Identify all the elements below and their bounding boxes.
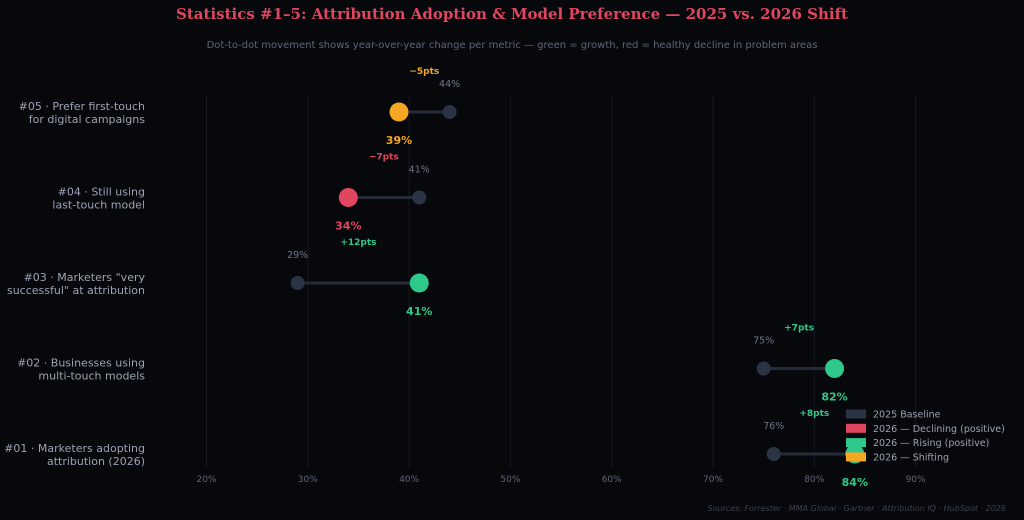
value-label-2026: 84% (842, 476, 868, 489)
category-label-line2: multi-touch models (38, 370, 145, 383)
point-2025 (766, 447, 781, 461)
x-tick-label: 60% (602, 475, 622, 485)
value-label-2025: 41% (409, 165, 430, 176)
delta-label: +12pts (340, 238, 376, 248)
x-tick-label: 40% (399, 475, 419, 485)
category-label-line1: #05 · Prefer first-touch (19, 100, 145, 113)
legend-swatch (846, 452, 866, 462)
chart-title: Statistics #1–5: Attribution Adoption & … (176, 5, 848, 23)
point-2025 (412, 190, 427, 205)
value-label-2026: 82% (821, 391, 847, 404)
x-tick-label: 30% (298, 475, 318, 485)
delta-label: +7pts (784, 324, 814, 334)
source-note: Sources: Forrester · MMA Global · Gartne… (707, 504, 1006, 513)
legend-swatch (846, 409, 866, 419)
x-tick-label: 20% (196, 475, 216, 485)
point-2025 (756, 361, 771, 376)
point-2025 (290, 276, 305, 290)
legend-label: 2026 — Declining (positive) (873, 424, 1005, 435)
point-2026 (825, 359, 845, 378)
x-tick-label: 80% (804, 475, 824, 485)
legend-label: 2026 — Shifting (873, 452, 949, 463)
x-tick-label: 50% (500, 475, 520, 485)
value-label-2025: 29% (287, 250, 308, 261)
point-2026 (338, 188, 358, 207)
category-label-line2: attribution (2026) (47, 455, 145, 468)
legend: 2025 Baseline 2026 — Declining (positive)… (846, 409, 1005, 463)
point-2026 (389, 102, 409, 122)
value-label-2026: 39% (386, 134, 412, 147)
category-label-line2: for digital campaigns (29, 113, 146, 126)
delta-label: +8pts (799, 409, 829, 419)
category-label-line1: #03 · Marketers "very (24, 271, 146, 284)
legend-item: 2026 — Rising (positive) (846, 438, 989, 449)
legend-item: 2025 Baseline (846, 409, 941, 421)
category-label-line1: #02 · Businesses using (17, 357, 145, 370)
x-tick-label: 90% (906, 475, 926, 485)
category-label-line2: successful" at attribution (7, 284, 145, 297)
category-label-line2: last-touch model (52, 199, 145, 212)
legend-label: 2026 — Rising (positive) (873, 438, 989, 449)
value-label-2025: 75% (753, 336, 774, 347)
value-label-2025: 76% (763, 421, 784, 432)
x-axis-ticks: 20% 30% 40% 50% 60% 70% 80% 90% (196, 475, 926, 485)
point-2025 (442, 105, 457, 119)
point-2026 (409, 273, 429, 293)
legend-item: 2026 — Declining (positive) (846, 423, 1005, 435)
category-label-line1: #01 · Marketers adopting (4, 442, 145, 455)
delta-label: −7pts (369, 153, 399, 163)
x-tick-label: 70% (703, 475, 723, 485)
legend-label: 2025 Baseline (873, 410, 941, 421)
legend-swatch (846, 438, 866, 448)
value-label-2026: 34% (335, 220, 361, 233)
delta-label: −5pts (409, 67, 439, 77)
value-label-2025: 44% (439, 79, 460, 90)
legend-swatch (846, 423, 866, 433)
category-label-line1: #04 · Still using (58, 186, 145, 199)
value-label-2026: 41% (406, 305, 432, 318)
chart-subtitle: Dot-to-dot movement shows year-over-year… (207, 40, 818, 51)
legend-item: 2026 — Shifting (846, 452, 949, 463)
